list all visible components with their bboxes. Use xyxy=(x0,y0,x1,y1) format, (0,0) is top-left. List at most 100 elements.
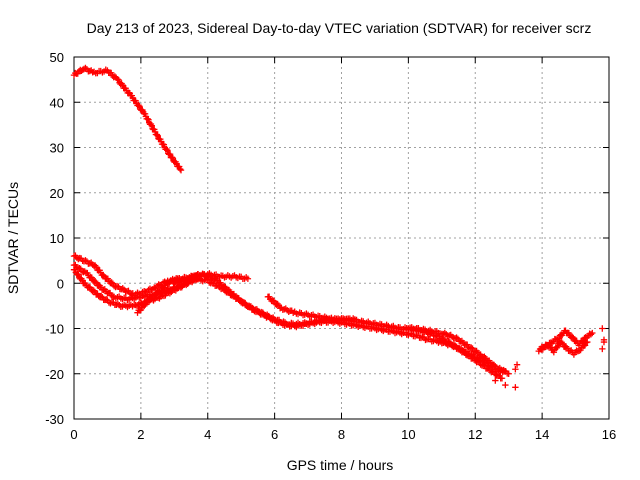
data-point-marker xyxy=(164,281,171,288)
grid-lines xyxy=(74,57,609,419)
data-point-marker xyxy=(115,76,122,84)
data-point-marker xyxy=(93,263,100,271)
axis-ticks: 0 2 4 6 8 10 12 14 16 -30 -20 -10 0 10 20 30 40 50 xyxy=(45,50,616,442)
data-point-marker xyxy=(163,145,170,153)
data-point-marker xyxy=(512,384,519,391)
y-tick-label: -30 xyxy=(45,412,64,427)
data-point-marker xyxy=(177,166,185,174)
data-point-marker xyxy=(554,343,561,350)
data-point-marker xyxy=(553,344,560,352)
data-point-marker xyxy=(589,329,596,337)
x-tick-label: 0 xyxy=(70,427,77,442)
series-trace-a xyxy=(70,64,185,174)
y-tick-label: 50 xyxy=(50,50,64,65)
data-point-marker xyxy=(86,67,93,75)
data-point-marker xyxy=(137,306,145,314)
x-tick-label: 4 xyxy=(204,427,211,442)
x-tick-label: 12 xyxy=(468,427,482,442)
data-point-marker xyxy=(490,361,498,369)
data-point-marker xyxy=(132,97,139,105)
data-point-marker xyxy=(164,147,171,154)
chart-title: Day 213 of 2023, Sidereal Day-to-day VTE… xyxy=(87,20,592,36)
data-point-marker xyxy=(91,278,99,285)
data-point-marker xyxy=(144,115,151,123)
x-tick-label: 8 xyxy=(338,427,345,442)
data-point-marker xyxy=(460,348,467,355)
data-point-marker xyxy=(512,366,519,373)
data-point-marker xyxy=(97,293,105,300)
y-tick-label: 30 xyxy=(50,141,64,156)
data-point-marker xyxy=(220,283,228,290)
data-point-marker xyxy=(584,338,591,346)
y-tick-label: -20 xyxy=(45,367,64,382)
data-point-marker xyxy=(169,154,176,162)
data-point-marker xyxy=(498,375,506,382)
x-tick-label: 10 xyxy=(401,427,415,442)
series-trace-j xyxy=(537,338,591,358)
data-series xyxy=(70,64,608,391)
y-tick-label: 0 xyxy=(57,276,64,291)
data-point-marker xyxy=(108,279,115,286)
data-point-marker xyxy=(113,282,121,290)
data-point-marker xyxy=(107,300,114,307)
data-point-marker xyxy=(599,325,606,332)
data-point-marker xyxy=(88,274,96,281)
data-point-marker xyxy=(244,275,252,282)
data-point-marker xyxy=(86,260,93,267)
data-point-marker xyxy=(154,132,161,139)
series-trace-c xyxy=(70,266,205,311)
data-point-marker xyxy=(160,141,168,148)
data-point-marker xyxy=(570,334,577,342)
data-point-marker xyxy=(119,81,126,89)
data-point-marker xyxy=(494,371,502,378)
series-trace-g xyxy=(264,293,512,377)
data-point-marker xyxy=(587,331,595,338)
data-point-marker xyxy=(135,101,142,109)
data-point-marker xyxy=(445,338,452,345)
data-point-marker xyxy=(513,361,521,368)
data-point-marker xyxy=(99,271,107,279)
data-point-marker xyxy=(82,64,89,72)
data-point-marker xyxy=(90,287,97,294)
data-point-marker xyxy=(550,349,558,356)
data-point-marker xyxy=(453,334,460,341)
x-tick-label: 16 xyxy=(602,427,616,442)
data-point-marker xyxy=(156,287,164,295)
data-point-marker xyxy=(168,154,176,161)
y-tick-label: 40 xyxy=(50,95,64,110)
data-point-marker xyxy=(555,335,563,342)
data-point-marker xyxy=(558,339,565,346)
data-point-marker xyxy=(145,116,152,123)
data-point-marker xyxy=(569,333,576,340)
x-tick-label: 14 xyxy=(535,427,549,442)
data-point-marker xyxy=(502,381,509,389)
data-point-marker xyxy=(75,271,82,279)
x-tick-label: 6 xyxy=(271,427,278,442)
data-point-marker xyxy=(114,75,121,83)
series-trace-h xyxy=(405,324,506,382)
y-tick-label: 20 xyxy=(50,186,64,201)
data-point-marker xyxy=(480,361,487,368)
data-point-marker xyxy=(82,257,89,264)
data-point-marker xyxy=(155,288,163,296)
data-point-marker xyxy=(176,165,184,173)
data-point-marker xyxy=(75,255,82,263)
data-point-marker xyxy=(599,345,606,353)
y-axis-title: SDTVAR / TECUs xyxy=(5,182,21,294)
data-point-marker xyxy=(468,344,475,351)
y-tick-label: 10 xyxy=(50,231,64,246)
data-point-marker xyxy=(505,370,512,377)
data-point-marker xyxy=(142,301,149,308)
x-tick-label: 2 xyxy=(137,427,144,442)
data-point-marker xyxy=(554,336,561,343)
data-point-marker xyxy=(141,302,148,310)
series-scatter-points xyxy=(492,325,608,391)
data-point-marker xyxy=(246,302,253,310)
y-tick-label: -10 xyxy=(45,322,64,337)
data-point-marker xyxy=(600,336,608,344)
data-point-marker xyxy=(269,297,277,304)
data-point-marker xyxy=(136,103,143,110)
x-axis-title: GPS time / hours xyxy=(287,457,394,473)
data-point-marker xyxy=(492,377,499,384)
